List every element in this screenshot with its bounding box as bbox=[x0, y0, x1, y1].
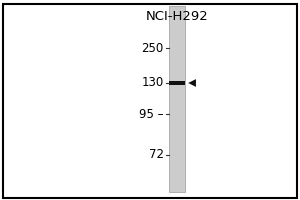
Text: 95 –: 95 – bbox=[139, 108, 164, 120]
Text: 130: 130 bbox=[141, 76, 164, 90]
Text: 72: 72 bbox=[148, 148, 164, 162]
FancyBboxPatch shape bbox=[3, 4, 297, 198]
Text: NCI-H292: NCI-H292 bbox=[146, 9, 208, 22]
Text: 250: 250 bbox=[141, 42, 164, 54]
Bar bbox=[169, 6, 184, 192]
Bar bbox=[169, 81, 184, 85]
